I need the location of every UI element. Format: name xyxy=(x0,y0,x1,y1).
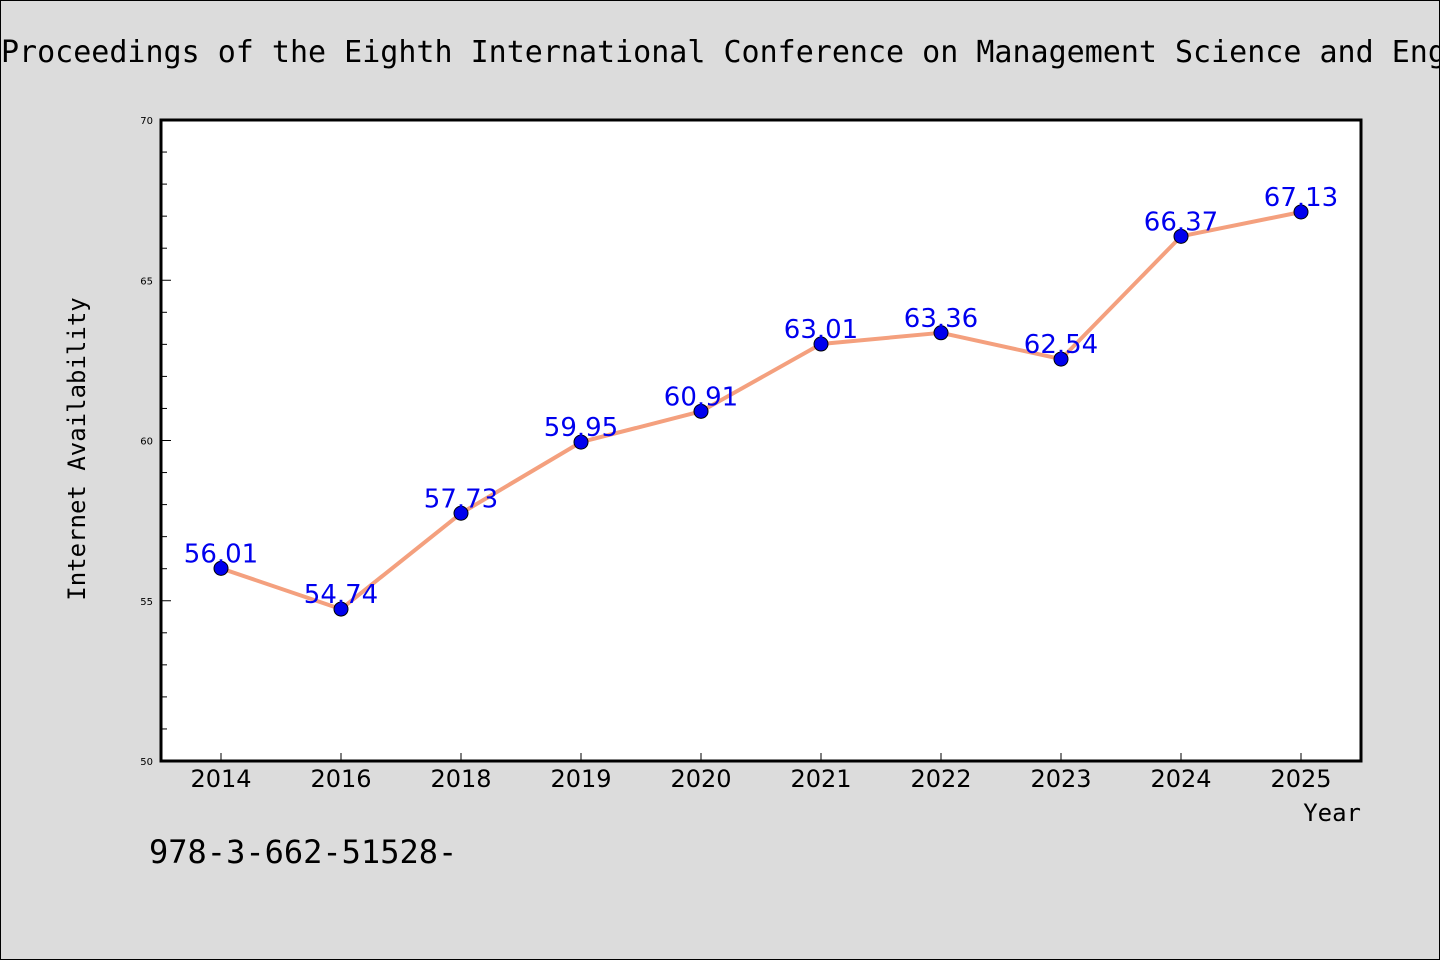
data-point xyxy=(213,560,229,576)
data-label: 62.54 xyxy=(1024,330,1098,360)
y-tick-label: 55 xyxy=(140,597,153,608)
y-tick-label: 50 xyxy=(140,757,153,768)
data-point xyxy=(693,403,709,419)
header-text: Proceedings of the Eighth International … xyxy=(1,35,1439,70)
x-tick-label: 2018 xyxy=(430,765,491,793)
x-tick-label: 2024 xyxy=(1150,765,1211,793)
y-tick-label: 65 xyxy=(140,276,153,287)
data-label: 57.73 xyxy=(424,484,498,514)
x-tick-label: 2014 xyxy=(190,765,251,793)
x-tick-label: 2021 xyxy=(790,765,851,793)
plot-area xyxy=(159,118,1363,763)
data-label: 60.91 xyxy=(664,382,738,412)
data-label: 67.13 xyxy=(1264,183,1338,213)
data-label: 63.36 xyxy=(904,304,978,334)
data-label: 54.74 xyxy=(304,580,378,610)
series-line xyxy=(220,210,1302,612)
y-axis-ticks: 50 55 60 65 70 xyxy=(140,116,171,768)
data-point xyxy=(933,325,949,341)
data-point xyxy=(813,336,829,352)
x-axis-ticks: 2014 2016 2018 2019 2020 2021 2022 2023 2024 2025 xyxy=(190,753,1332,793)
data-point xyxy=(1053,351,1069,367)
data-label: 59.95 xyxy=(544,413,618,443)
x-tick-label: 2022 xyxy=(910,765,971,793)
x-tick-label: 2025 xyxy=(1270,765,1331,793)
y-axis-title: Internet Availability xyxy=(63,297,91,600)
y-tick-label: 70 xyxy=(140,116,153,127)
x-tick-label: 2016 xyxy=(310,765,371,793)
data-point xyxy=(1293,204,1309,220)
data-label: 66.37 xyxy=(1144,207,1218,237)
data-point xyxy=(453,505,469,521)
footer-text: 978-3-662-51528- xyxy=(149,833,458,871)
x-tick-label: 2019 xyxy=(550,765,611,793)
data-label: 56.01 xyxy=(184,539,258,569)
data-point xyxy=(1173,228,1189,244)
y-tick-label: 60 xyxy=(140,437,153,448)
x-tick-label: 2023 xyxy=(1030,765,1091,793)
x-axis-title: Year xyxy=(1303,799,1361,827)
data-label: 63.01 xyxy=(784,315,858,345)
data-point xyxy=(333,601,349,617)
series-group: 56.01 54.74 57.73 59.95 60.91 63.01 63.36 62.54… xyxy=(184,183,1338,617)
x-tick-label: 2020 xyxy=(670,765,731,793)
data-point xyxy=(573,434,589,450)
